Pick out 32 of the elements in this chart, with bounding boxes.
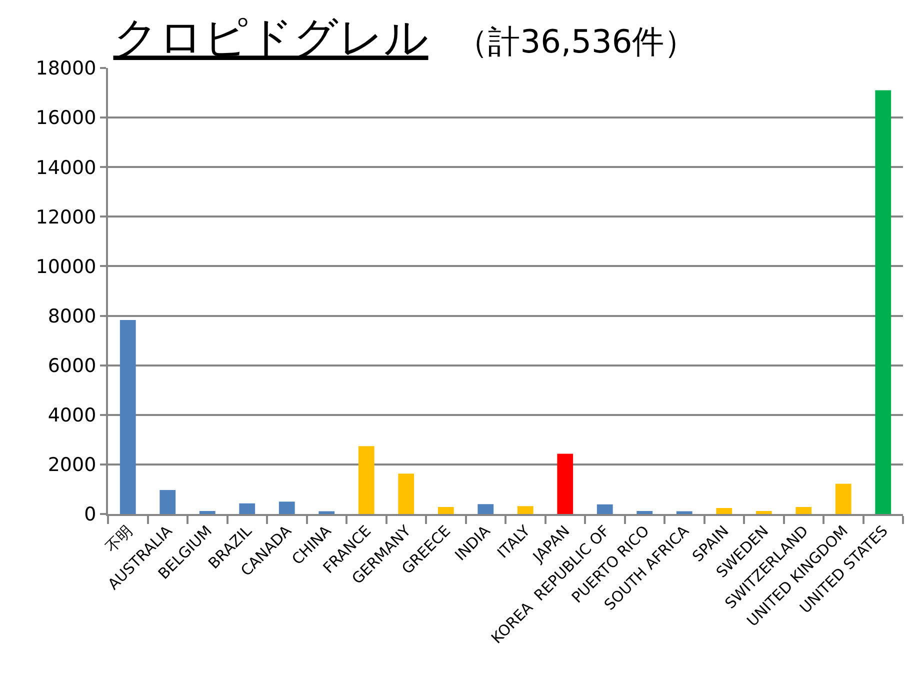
y-tick-label: 2000 xyxy=(48,454,96,476)
bar xyxy=(716,508,732,514)
y-tick-label: 8000 xyxy=(48,305,96,328)
chart-title: クロピドグレル xyxy=(113,12,428,64)
bar xyxy=(756,511,772,514)
y-tick-label: 10000 xyxy=(36,256,96,278)
chart-subtitle: （計36,536件） xyxy=(456,22,696,61)
bar xyxy=(278,502,295,514)
bar xyxy=(835,484,852,514)
bar xyxy=(438,507,454,514)
y-tick-label: 0 xyxy=(84,504,96,526)
bar xyxy=(478,504,494,514)
bar xyxy=(596,504,613,514)
bar xyxy=(676,511,692,514)
y-tick-label: 16000 xyxy=(36,107,96,130)
bar xyxy=(160,490,176,514)
y-tick-label: 12000 xyxy=(36,206,96,228)
bar xyxy=(636,511,653,514)
y-tick-label: 14000 xyxy=(36,156,96,179)
bar xyxy=(517,506,534,514)
bar xyxy=(875,90,892,514)
bar xyxy=(796,507,812,514)
y-tick-label: 6000 xyxy=(48,354,96,377)
bar xyxy=(318,511,335,514)
bar xyxy=(398,474,414,514)
bar xyxy=(557,454,574,514)
bar xyxy=(199,511,216,514)
bar xyxy=(358,446,374,514)
y-tick-label: 18000 xyxy=(36,58,96,80)
y-tick-label: 4000 xyxy=(48,404,96,427)
bar xyxy=(239,503,256,514)
bar xyxy=(120,320,136,514)
